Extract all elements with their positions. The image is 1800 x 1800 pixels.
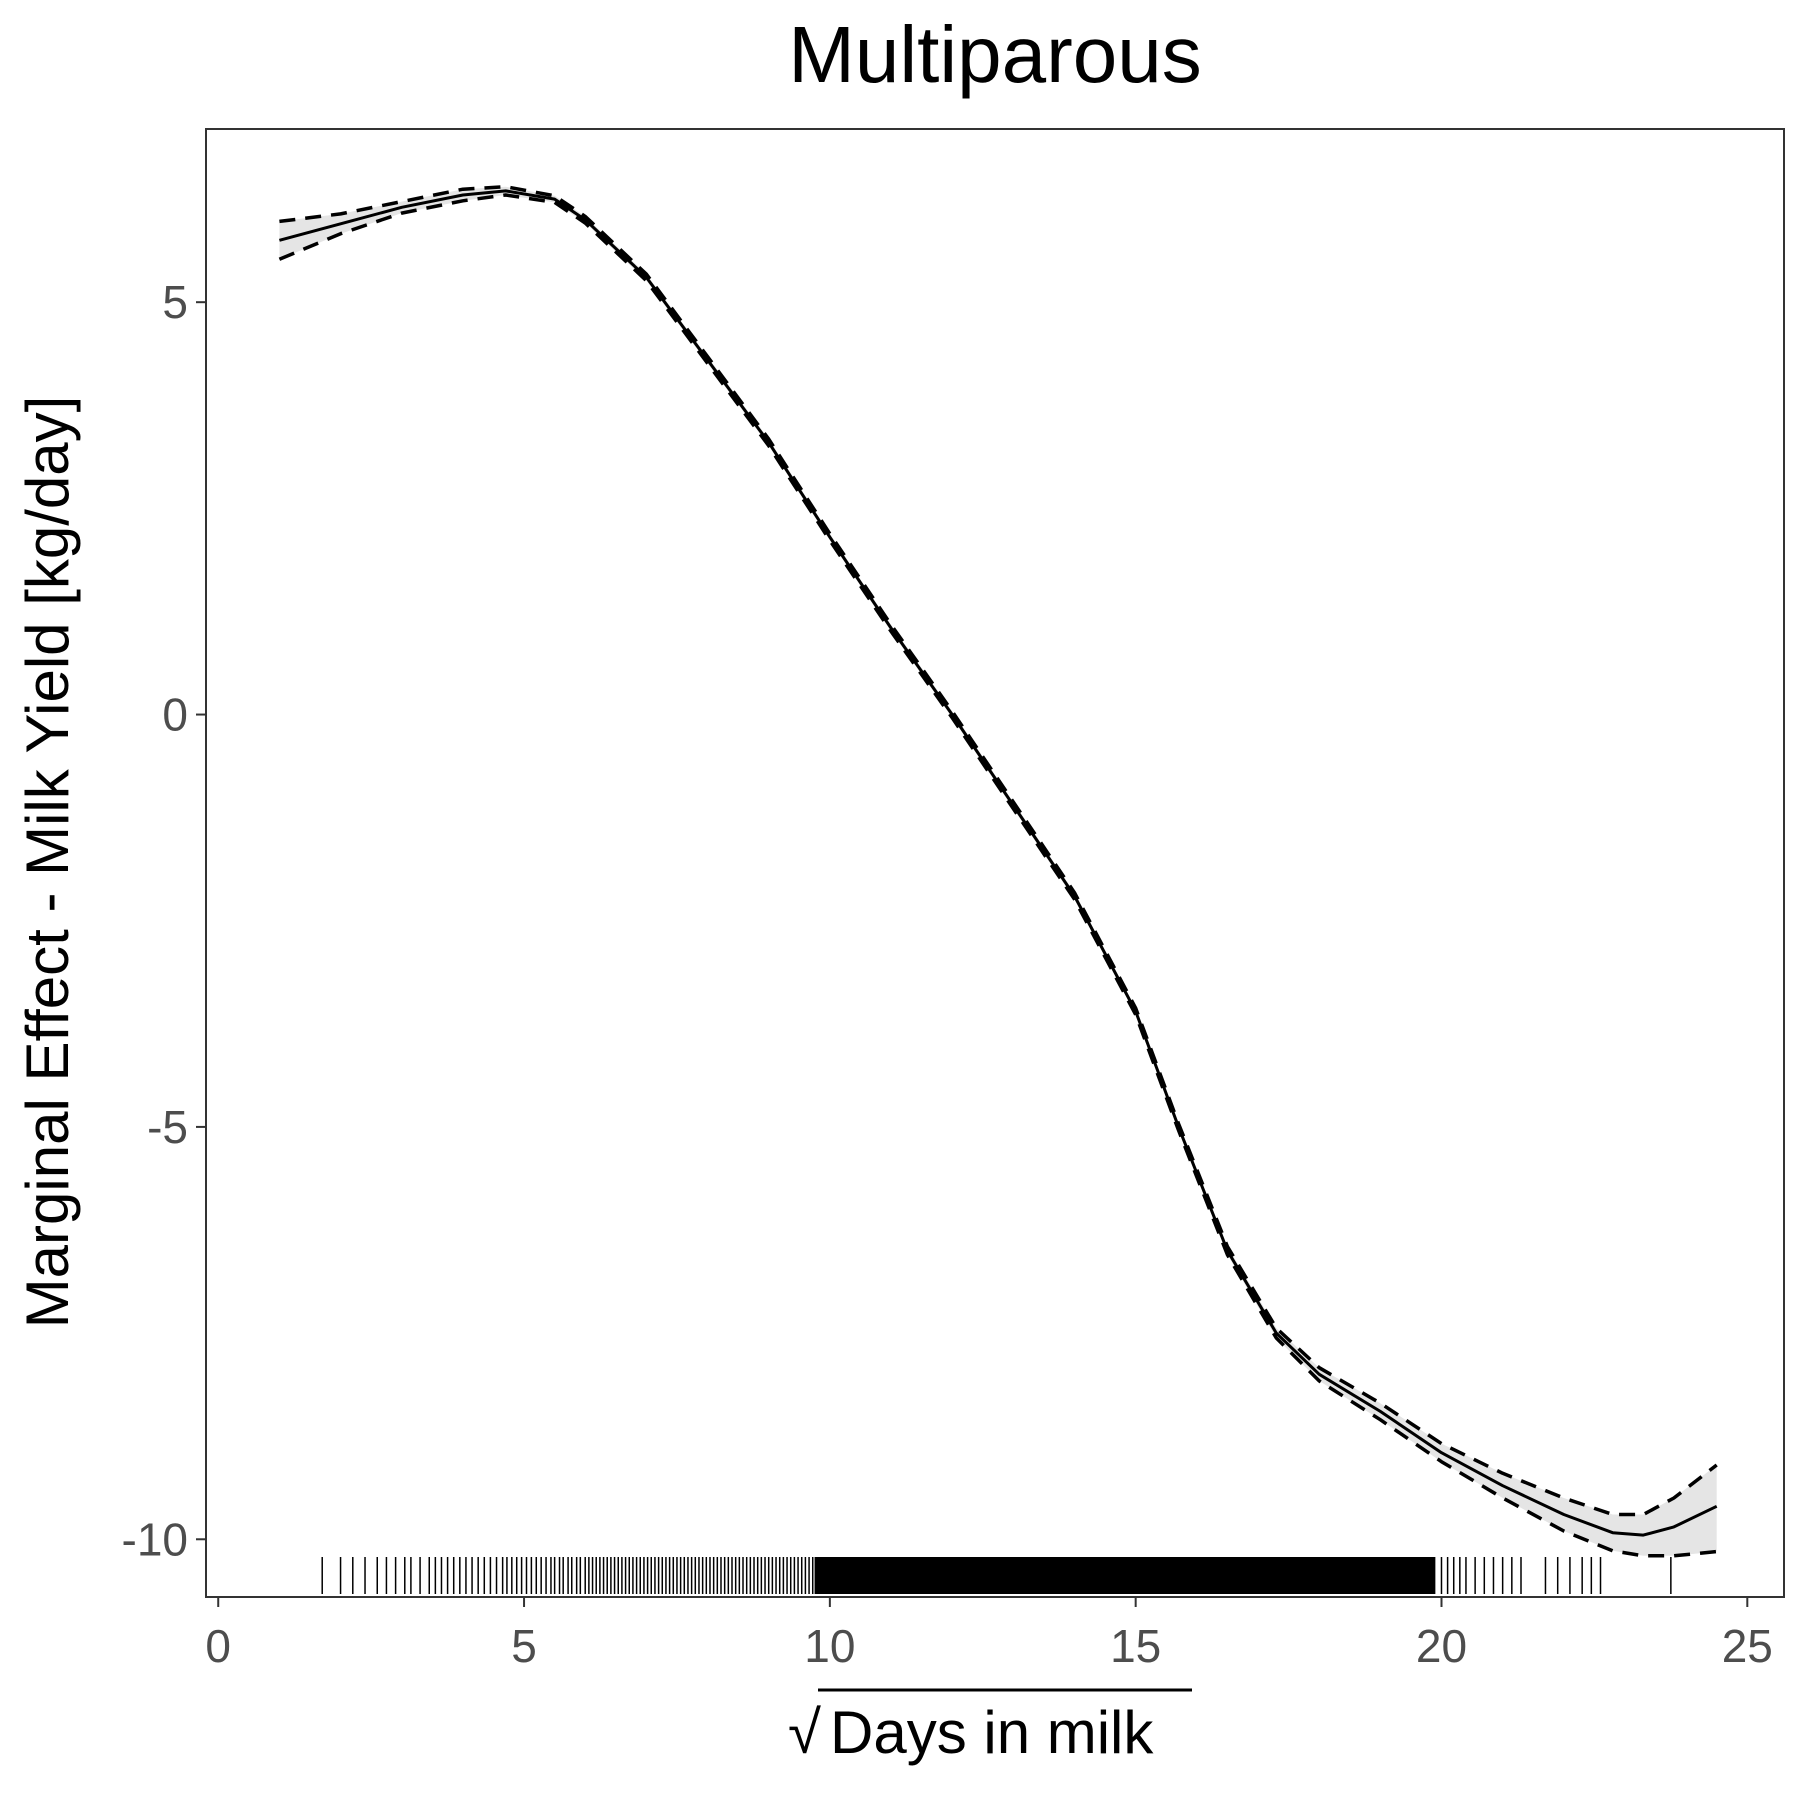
y-tick-label: 0 [162, 689, 188, 741]
rug-layer [321, 1557, 1672, 1594]
lower-bound-line [278, 193, 1717, 1558]
chart-title: Multiparous [788, 10, 1202, 99]
x-axis: 0 5 10 15 20 25 [205, 1597, 1773, 1672]
series-layer [278, 184, 1718, 1558]
upper-bound-line [279, 184, 1718, 1517]
y-axis: 5 0 -5 -10 [122, 276, 206, 1565]
y-tick-label: -10 [122, 1513, 188, 1565]
rug-dense-block [814, 1557, 1436, 1594]
x-tick-label: 10 [804, 1620, 855, 1672]
x-tick-label: 15 [1110, 1620, 1161, 1672]
plot-panel [205, 128, 1785, 1598]
y-axis-label: Marginal Effect - Milk Yield [kg/day] [14, 396, 81, 1329]
x-tick-label: 25 [1722, 1620, 1773, 1672]
x-axis-title: √ Days in milk [788, 1688, 1192, 1766]
x-axis-root-symbol: √ [788, 1699, 821, 1766]
confidence-band-area [279, 186, 1717, 1556]
confidence-band [279, 186, 1717, 1556]
x-tick-label: 5 [511, 1620, 537, 1672]
x-axis-label: Days in milk [830, 1699, 1154, 1766]
y-tick-label: -5 [147, 1101, 188, 1153]
x-tick-label: 0 [205, 1620, 231, 1672]
estimate-line [279, 189, 1718, 1537]
y-tick-label: 5 [162, 276, 188, 328]
x-tick-label: 20 [1416, 1620, 1467, 1672]
